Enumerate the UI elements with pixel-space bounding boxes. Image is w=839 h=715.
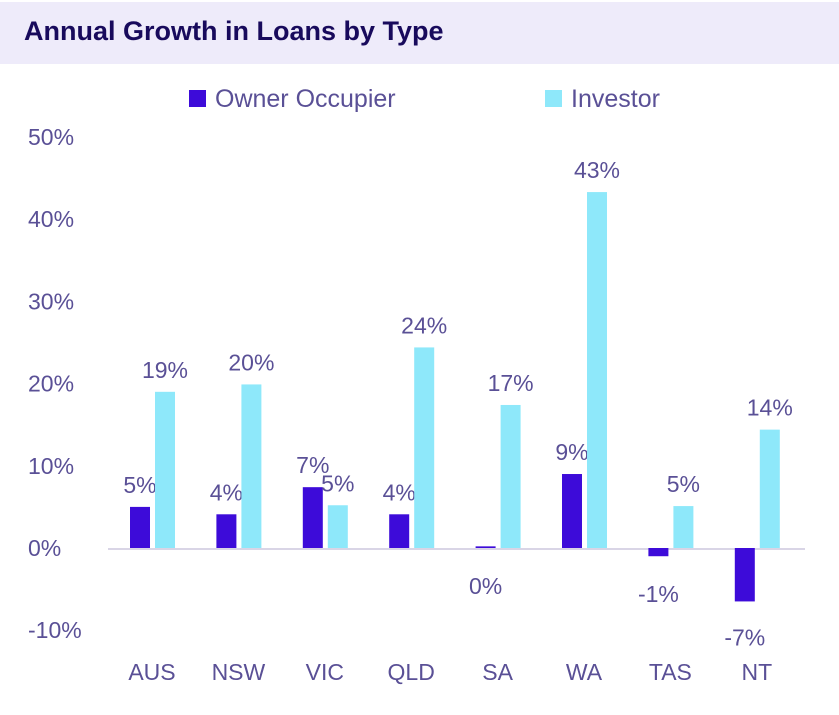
data-label: 17% [488, 370, 534, 396]
bar-investor-qld [414, 347, 435, 548]
x-tick-label: SA [482, 659, 513, 685]
data-label: 43% [574, 157, 620, 183]
x-tick-label: TAS [649, 659, 692, 685]
bar-owner-occupier-wa [562, 474, 582, 548]
y-tick-label: 30% [28, 288, 74, 314]
data-label: 4% [210, 479, 243, 505]
chart-title: Annual Growth in Loans by Type [24, 16, 444, 46]
legend-swatch-investor [545, 90, 562, 107]
legend-swatch-owner-occupier [189, 90, 206, 107]
y-tick-label: 50% [28, 124, 74, 150]
data-label: 24% [401, 312, 447, 338]
x-tick-label: AUS [128, 659, 175, 685]
title-band [0, 2, 839, 64]
data-label: -7% [724, 624, 765, 650]
x-tick-label: NSW [212, 659, 266, 685]
data-label: 5% [667, 471, 700, 497]
bar-owner-occupier-sa [475, 546, 496, 548]
data-label: 19% [142, 357, 188, 383]
x-tick-label: WA [566, 659, 603, 685]
data-label: 9% [555, 439, 588, 465]
data-label: 14% [747, 395, 793, 421]
y-tick-label: -10% [28, 617, 82, 643]
bar-owner-occupier-nt [734, 548, 755, 602]
y-tick-label: 0% [28, 535, 61, 561]
x-tick-label: NT [741, 659, 772, 685]
y-tick-label: 20% [28, 371, 74, 397]
x-tick-label: QLD [388, 659, 435, 685]
bar-investor-vic [327, 505, 348, 548]
data-label: -1% [638, 581, 679, 607]
x-tick-label: VIC [306, 659, 344, 685]
bar-investor-sa [500, 404, 521, 548]
bar-investor-wa [587, 192, 607, 548]
bar-owner-occupier-vic [302, 487, 323, 548]
bar-owner-occupier-tas [648, 548, 669, 557]
data-label: 4% [383, 479, 416, 505]
data-label: 5% [321, 470, 354, 496]
y-tick-label: 10% [28, 453, 74, 479]
legend-label-owner-occupier: Owner Occupier [215, 85, 396, 113]
legend-label-investor: Investor [571, 85, 660, 113]
bar-investor-aus [155, 391, 175, 548]
bar-investor-tas [673, 506, 694, 548]
bar-owner-occupier-qld [389, 514, 410, 548]
data-label: 5% [123, 472, 156, 498]
bar-owner-occupier-nsw [216, 514, 237, 548]
y-tick-label: 40% [28, 206, 74, 232]
data-label: 0% [469, 573, 502, 599]
data-label: 20% [228, 349, 274, 375]
bar-owner-occupier-aus [130, 506, 150, 548]
bar-investor-nsw [241, 384, 262, 548]
bar-investor-nt [759, 429, 780, 548]
data-label: 7% [296, 452, 329, 478]
